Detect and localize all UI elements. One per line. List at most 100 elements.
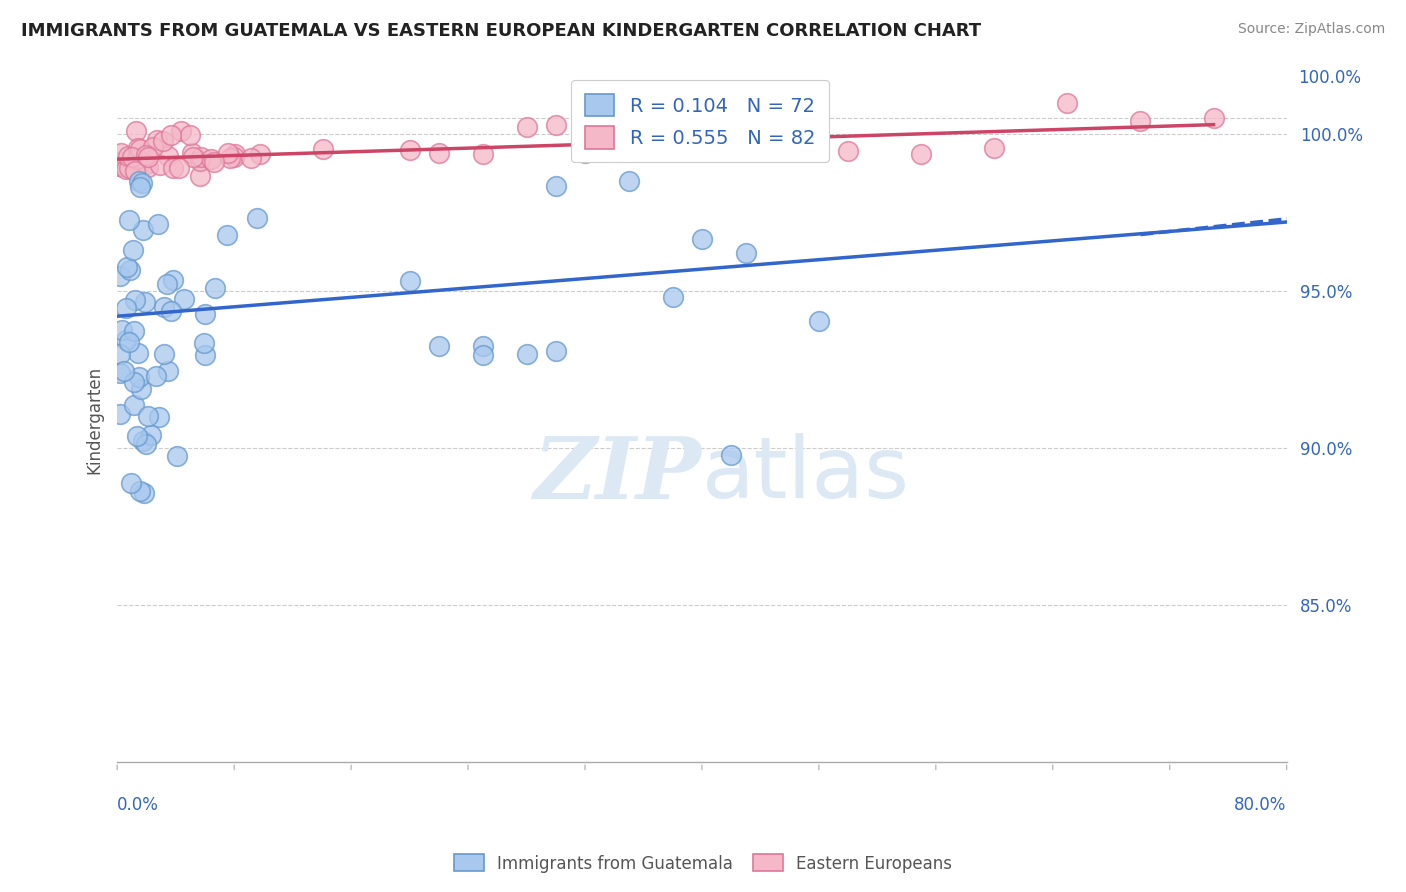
- Point: [249, 146, 271, 161]
- Y-axis label: Kindergarten: Kindergarten: [86, 366, 103, 474]
- Point: [173, 293, 195, 307]
- Legend: Immigrants from Guatemala, Eastern Europeans: Immigrants from Guatemala, Eastern Europ…: [447, 847, 959, 880]
- Point: [108, 347, 131, 361]
- Legend: R = 0.104   N = 72, R = 0.555   N = 82: R = 0.104 N = 72, R = 0.555 N = 82: [571, 80, 828, 162]
- Point: [837, 144, 859, 158]
- Point: [129, 484, 152, 499]
- Point: [202, 155, 225, 169]
- Point: [181, 150, 204, 164]
- Text: atlas: atlas: [702, 434, 910, 516]
- Point: [162, 161, 184, 176]
- Point: [734, 245, 756, 260]
- Point: [155, 277, 177, 291]
- Point: [152, 347, 174, 361]
- Point: [114, 364, 136, 378]
- Point: [157, 149, 180, 163]
- Point: [120, 476, 142, 491]
- Point: [121, 150, 143, 164]
- Point: [200, 152, 222, 166]
- Point: [1202, 111, 1225, 125]
- Point: [118, 161, 141, 175]
- Point: [179, 128, 201, 142]
- Point: [131, 434, 153, 448]
- Point: [108, 366, 131, 380]
- Point: [149, 158, 172, 172]
- Point: [166, 450, 188, 464]
- Point: [190, 149, 212, 163]
- Text: 80.0%: 80.0%: [1234, 797, 1286, 814]
- Point: [122, 324, 145, 338]
- Point: [159, 128, 181, 142]
- Point: [194, 348, 217, 362]
- Point: [170, 124, 193, 138]
- Point: [193, 335, 215, 350]
- Point: [136, 150, 159, 164]
- Point: [983, 141, 1005, 155]
- Point: [115, 260, 138, 274]
- Point: [471, 348, 494, 362]
- Point: [129, 142, 152, 156]
- Point: [127, 141, 149, 155]
- Point: [239, 151, 262, 165]
- Point: [471, 339, 494, 353]
- Point: [108, 160, 131, 174]
- Point: [120, 152, 142, 166]
- Point: [398, 273, 420, 287]
- Point: [215, 228, 238, 243]
- Point: [190, 154, 212, 169]
- Point: [720, 136, 742, 151]
- Point: [128, 370, 150, 384]
- Point: [127, 159, 149, 173]
- Point: [134, 486, 156, 500]
- Point: [617, 174, 640, 188]
- Point: [125, 153, 148, 167]
- Point: [1056, 95, 1078, 110]
- Point: [152, 134, 174, 148]
- Point: [218, 152, 240, 166]
- Point: [108, 268, 131, 283]
- Point: [617, 141, 640, 155]
- Point: [122, 376, 145, 390]
- Point: [146, 218, 169, 232]
- Point: [162, 272, 184, 286]
- Point: [398, 143, 420, 157]
- Point: [124, 293, 146, 308]
- Point: [153, 300, 176, 314]
- Point: [910, 146, 932, 161]
- Point: [217, 146, 239, 161]
- Point: [807, 314, 830, 328]
- Point: [544, 118, 567, 132]
- Point: [224, 147, 246, 161]
- Point: [115, 333, 138, 347]
- Point: [117, 213, 139, 227]
- Point: [574, 145, 596, 160]
- Point: [122, 243, 145, 257]
- Point: [110, 145, 132, 160]
- Point: [661, 109, 683, 123]
- Point: [427, 339, 450, 353]
- Point: [148, 409, 170, 424]
- Point: [690, 126, 713, 140]
- Point: [111, 323, 134, 337]
- Point: [122, 398, 145, 412]
- Point: [124, 164, 146, 178]
- Point: [763, 121, 786, 136]
- Point: [515, 347, 537, 361]
- Point: [110, 159, 132, 173]
- Point: [515, 120, 537, 135]
- Point: [108, 154, 131, 169]
- Point: [136, 409, 159, 423]
- Text: IMMIGRANTS FROM GUATEMALA VS EASTERN EUROPEAN KINDERGARTEN CORRELATION CHART: IMMIGRANTS FROM GUATEMALA VS EASTERN EUR…: [21, 22, 981, 40]
- Point: [128, 158, 150, 172]
- Point: [114, 301, 136, 315]
- Point: [544, 178, 567, 193]
- Point: [190, 169, 212, 183]
- Point: [139, 427, 162, 442]
- Text: 100.0%: 100.0%: [1298, 69, 1361, 87]
- Text: ZIP: ZIP: [534, 433, 702, 516]
- Point: [167, 161, 190, 175]
- Point: [131, 223, 153, 237]
- Point: [146, 133, 169, 147]
- Point: [194, 307, 217, 321]
- Point: [690, 232, 713, 246]
